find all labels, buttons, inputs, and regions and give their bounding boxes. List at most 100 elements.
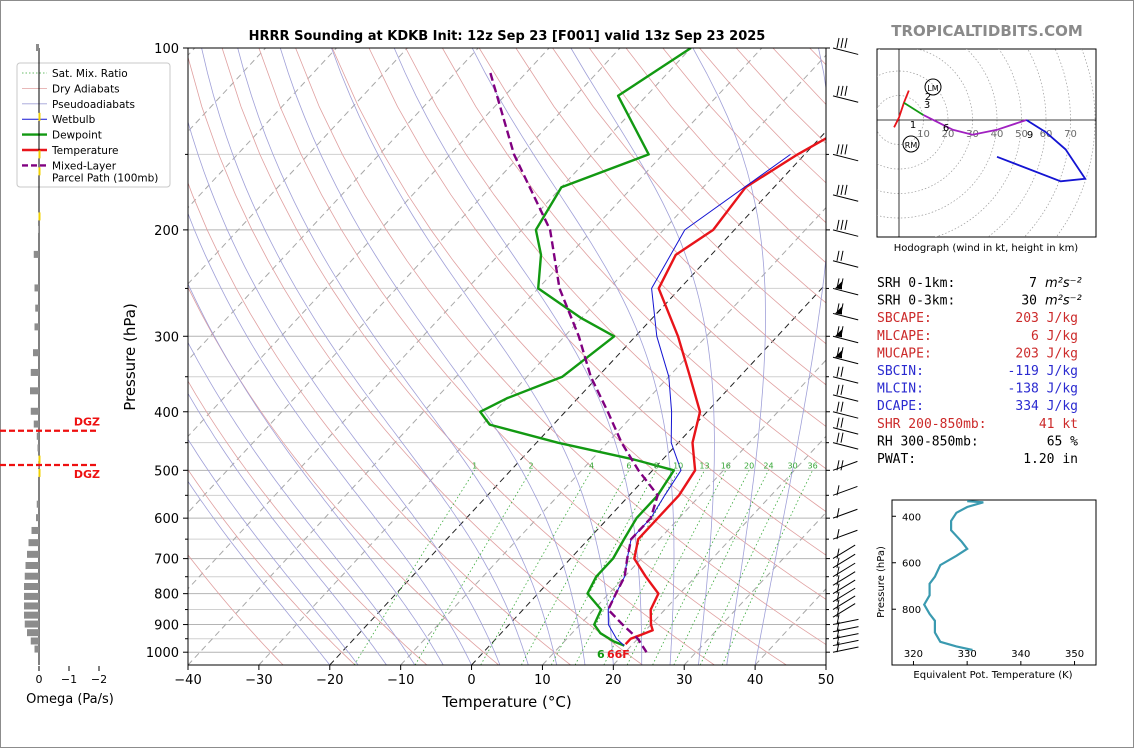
moist-adiabat-line <box>188 438 359 665</box>
wind-barb <box>832 485 858 496</box>
dry-adiabat-line <box>405 48 826 513</box>
theta-e-x-tick-label: 340 <box>1011 649 1030 660</box>
chart-title: HRRR Sounding at KDKB Init: 12z Sep 23 [… <box>249 29 766 44</box>
stat-value: 203 J/kg <box>1015 346 1078 361</box>
mixing-ratio-line <box>626 470 727 665</box>
omega-bar <box>24 592 39 600</box>
wind-barb <box>832 595 856 610</box>
omega-bar <box>24 611 39 619</box>
omega-bar <box>25 561 39 569</box>
x-tick-label: −40 <box>174 673 201 688</box>
omega-bar <box>38 225 39 233</box>
moist-adiabat-line <box>188 212 472 665</box>
omega-dgz-tick <box>38 150 41 159</box>
legend-label: Dry Adiabats <box>52 83 120 95</box>
wind-barb <box>832 635 859 647</box>
hodograph-rm-label: RM <box>905 141 918 150</box>
stat-value: 334 J/kg <box>1015 399 1078 414</box>
moist-adiabat-line <box>188 341 416 665</box>
y-tick-label: 100 <box>154 42 179 57</box>
omega-dgz-tick <box>38 167 41 176</box>
omega-bar <box>34 645 39 653</box>
dewpoint-line <box>479 48 692 647</box>
wind-barb <box>832 587 856 603</box>
hodograph-height-label: 2 <box>925 92 931 103</box>
dry-adiabat-line <box>588 48 826 304</box>
isotherm-line <box>471 283 826 665</box>
y-tick-label: 400 <box>154 406 179 421</box>
wind-barb <box>832 326 859 344</box>
omega-bar <box>36 514 39 522</box>
mixing-ratio-label: 16 <box>721 461 731 470</box>
omega-panel: DGZ DGZ 0 −1 −2 <box>0 44 107 686</box>
omega-dgz-tick <box>38 455 41 464</box>
wind-barb <box>832 614 859 626</box>
hodograph-lm-marker <box>924 78 942 96</box>
x-tick-label: 10 <box>534 673 551 688</box>
wind-barb <box>832 303 859 321</box>
omega-tick-label: −1 <box>61 673 77 686</box>
dry-adiabat-line <box>188 286 499 665</box>
theta-e-y-tick-label: 800 <box>902 605 921 616</box>
wind-barb <box>832 401 859 419</box>
mixing-ratio-line <box>673 470 769 665</box>
stat-label: MLCAPE: <box>877 329 932 344</box>
wind-barb <box>832 417 859 435</box>
omega-bar <box>27 550 39 558</box>
x-tick-label: 30 <box>676 673 693 688</box>
wind-barb <box>832 579 856 595</box>
omega-bar <box>37 444 39 452</box>
wind-barb <box>832 250 859 268</box>
dry-adiabat-line <box>221 48 715 665</box>
dry-adiabat-line <box>188 468 356 665</box>
isotherm-line <box>188 48 337 209</box>
theta-e-panel: 320 330 340 350 400 600 800 <box>891 499 1097 666</box>
wind-barb <box>832 562 856 578</box>
stat-value: 41 kt <box>1039 417 1078 432</box>
moist-adiabat-line <box>188 480 331 665</box>
theta-e-ylabel: Pressure (hPa) <box>876 546 887 618</box>
dry-adiabat-line <box>331 48 826 600</box>
legend-label: Wetbulb <box>52 114 96 126</box>
moist-adiabat-line <box>393 48 643 665</box>
stat-value: 1.20 in <box>1023 452 1078 467</box>
legend-label: Temperature <box>51 145 119 157</box>
omega-dgz-tick <box>38 112 41 121</box>
isotherm-line <box>329 130 826 665</box>
omega-bar <box>34 284 39 292</box>
dry-adiabat-line <box>188 55 643 665</box>
omega-dgz-tick <box>38 468 41 477</box>
omega-bar <box>33 250 39 258</box>
skewt-plot-frame <box>187 47 827 666</box>
stat-unit: m²s⁻² <box>1045 276 1082 291</box>
stat-value: 6 J/kg <box>1031 329 1078 344</box>
omega-bar <box>24 620 39 628</box>
legend-label: Sat. Mix. Ratio <box>52 68 128 80</box>
moist-adiabat-line <box>188 282 444 665</box>
hodograph-caption: Hodograph (wind in kt, height in km) <box>894 243 1079 254</box>
mixing-ratio-label: 20 <box>744 461 754 470</box>
mixing-ratio-line <box>353 470 476 665</box>
x-tick-label: −30 <box>245 673 272 688</box>
wind-barb <box>832 544 856 560</box>
omega-bar <box>27 629 39 637</box>
isotherm-line <box>683 511 826 665</box>
omega-bar <box>24 583 39 591</box>
mixing-ratio-label: 36 <box>807 461 817 470</box>
stat-unit: m²s⁻² <box>1045 294 1082 309</box>
omega-bar <box>31 526 39 534</box>
hodograph-ring-label: 40 <box>991 129 1004 140</box>
x-tick-label: 0 <box>467 673 475 688</box>
isotherm-line <box>188 48 763 665</box>
hodograph-ring-label: 10 <box>917 129 930 140</box>
skewt-series-group <box>479 48 826 653</box>
moist-adiabat-line <box>331 48 614 665</box>
mixing-ratio-line <box>414 470 532 665</box>
mixing-ratio-label: 1 <box>472 461 477 470</box>
hodograph-ring-label: 50 <box>1015 129 1028 140</box>
omega-bar <box>28 539 39 547</box>
dry-adiabat-line <box>258 48 787 665</box>
wind-barb <box>832 432 859 450</box>
hodograph-rm-marker <box>902 135 920 153</box>
